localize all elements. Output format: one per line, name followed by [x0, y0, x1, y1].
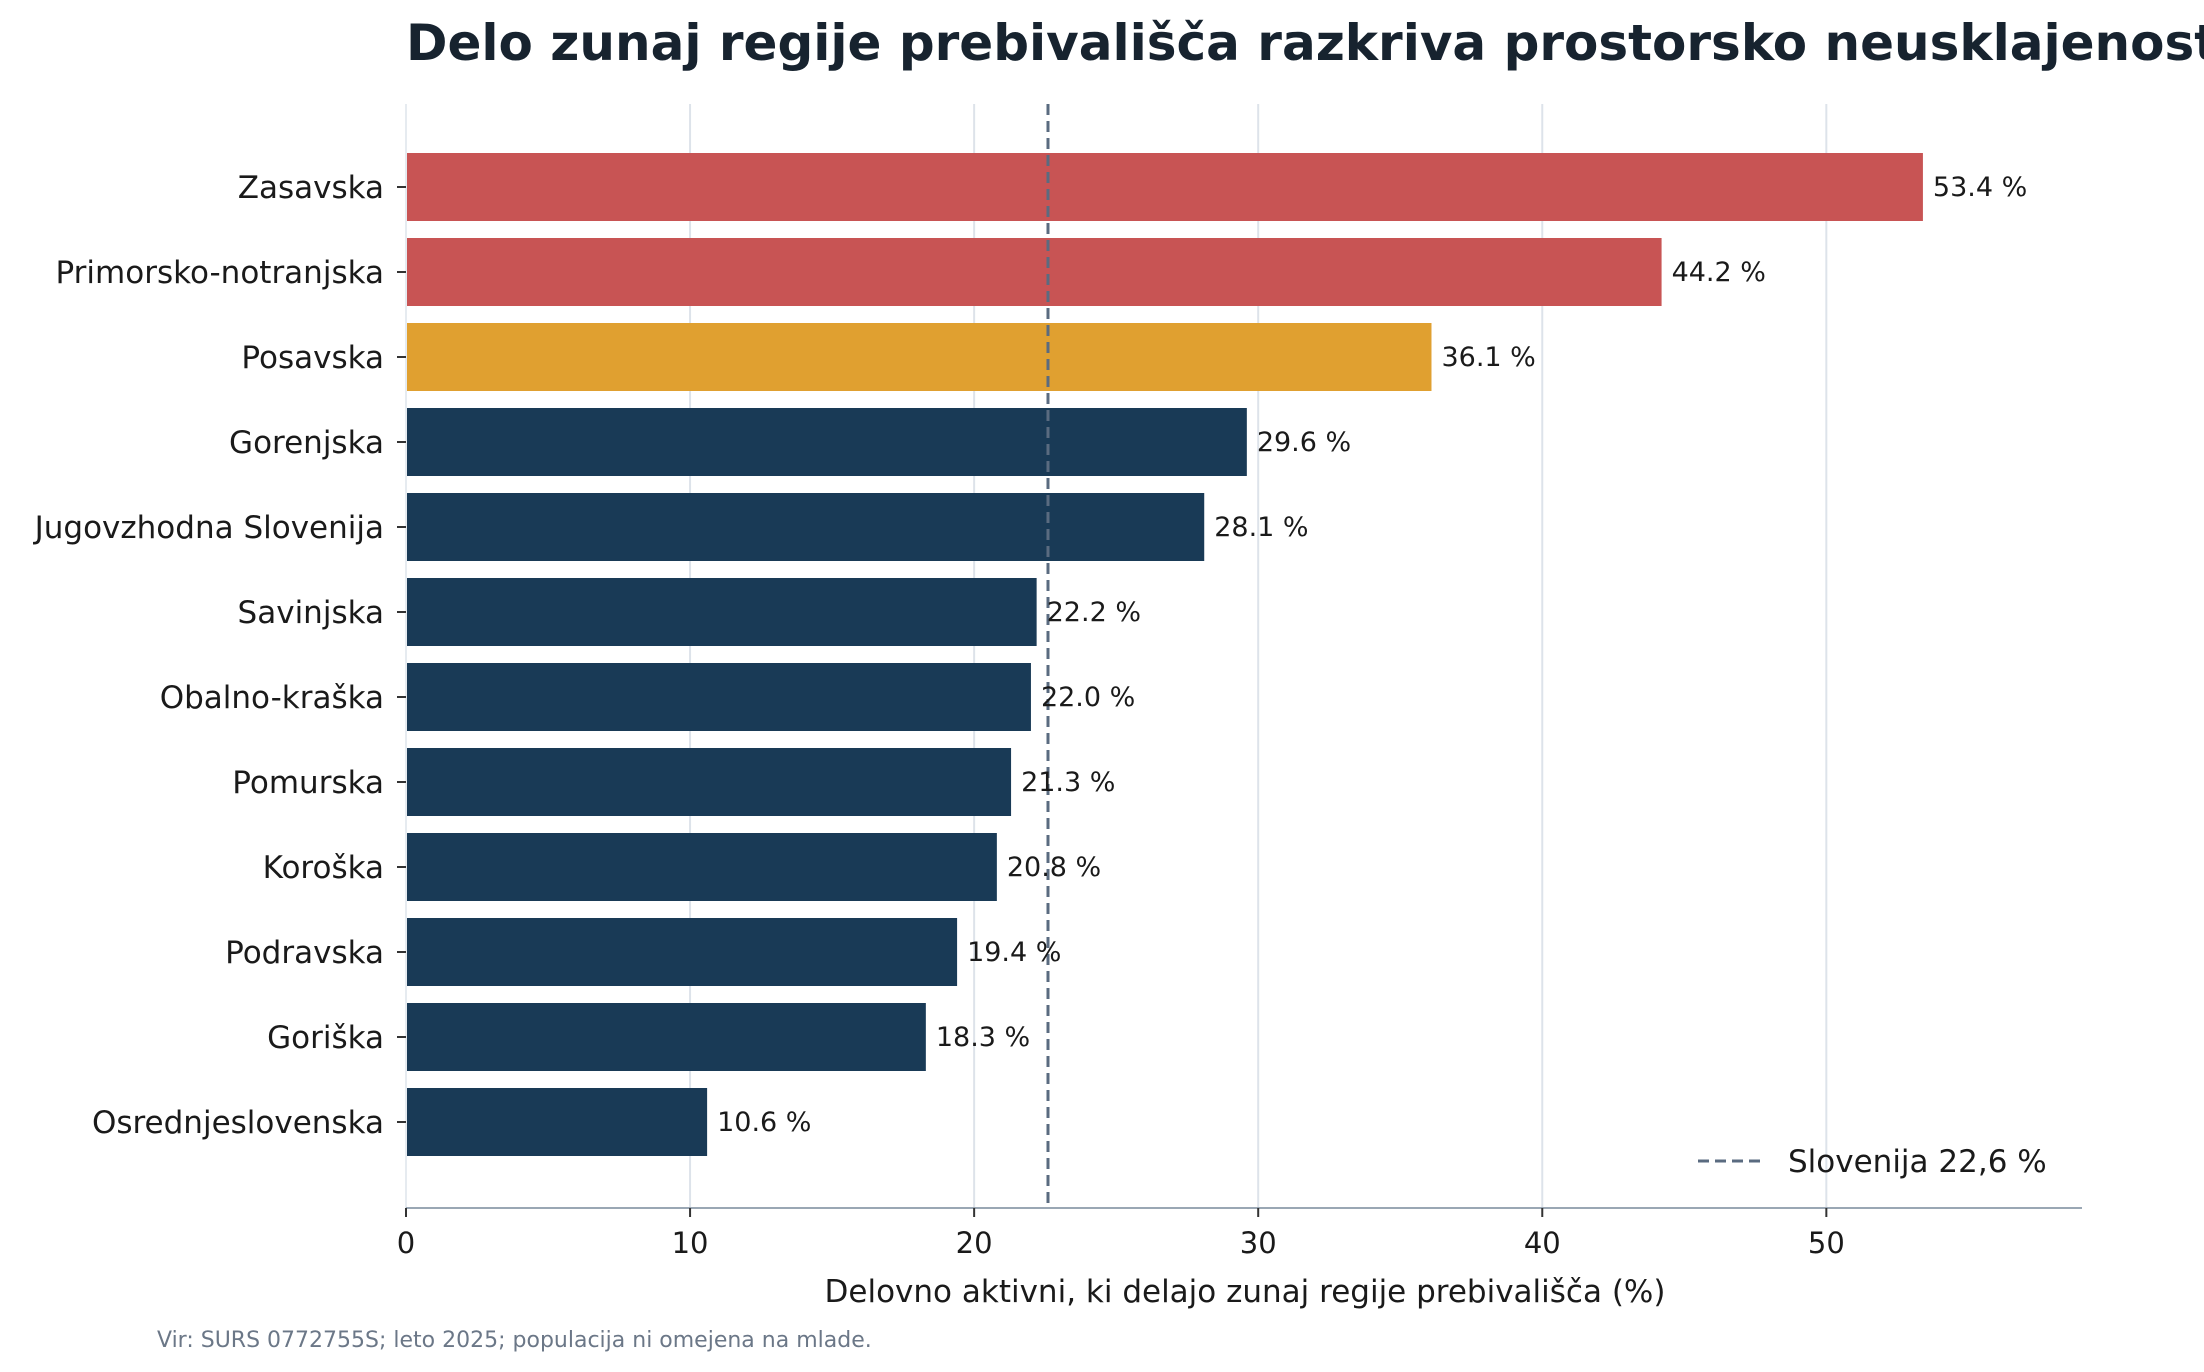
- category-label: Primorsko-notranjska: [56, 255, 384, 291]
- category-label: Zasavska: [238, 170, 384, 206]
- bar-pomurska: [406, 748, 1012, 816]
- category-label: Osrednjeslovenska: [92, 1105, 384, 1141]
- category-label: Obalno-kraška: [160, 680, 384, 716]
- x-tick-label: 40: [1524, 1226, 1561, 1260]
- bar-obalno-kra-ka: [406, 663, 1031, 731]
- category-label: Koroška: [263, 850, 384, 886]
- value-label: 29.6 %: [1257, 427, 1351, 458]
- source-note: Vir: SURS 0772755S; leto 2025; populacij…: [157, 1328, 872, 1353]
- value-label: 44.2 %: [1672, 257, 1766, 288]
- value-label: 36.1 %: [1441, 342, 1535, 373]
- category-label: Jugovzhodna Slovenija: [33, 510, 384, 546]
- bar-podravska: [406, 918, 958, 986]
- bar-koro-ka: [406, 833, 997, 901]
- x-tick-label: 30: [1240, 1226, 1277, 1260]
- category-label: Gorenjska: [229, 425, 384, 461]
- value-label: 28.1 %: [1214, 512, 1308, 543]
- legend-label: Slovenija 22,6 %: [1788, 1144, 2047, 1180]
- value-label: 18.3 %: [936, 1022, 1030, 1053]
- bars: [406, 153, 1923, 1156]
- value-label: 22.2 %: [1047, 597, 1141, 628]
- category-label: Posavska: [241, 340, 384, 376]
- bar-savinjska: [406, 578, 1037, 646]
- x-axis-label: Delovno aktivni, ki delajo zunaj regije …: [825, 1274, 1666, 1310]
- bar-zasavska: [406, 153, 1923, 221]
- value-labels: 53.4 % 44.2 % 36.1 % 29.6 % 28.1 % 22.2 % 22.0…: [717, 172, 2027, 1138]
- x-tick-label: 20: [956, 1226, 993, 1260]
- category-label: Podravska: [225, 935, 384, 971]
- legend: Slovenija 22,6 %: [1698, 1144, 2047, 1180]
- bar-posavska: [406, 323, 1432, 391]
- x-tick-label: 50: [1808, 1226, 1845, 1260]
- value-label: 20.8 %: [1007, 852, 1101, 883]
- bar-gori-ka: [406, 1003, 926, 1071]
- bar-gorenjska: [406, 408, 1247, 476]
- bar-primorsko-notranjska: [406, 238, 1662, 306]
- chart-title: Delo zunaj regije prebivališča razkriva …: [406, 14, 2204, 72]
- bar-jugovzhodna-slovenija: [406, 493, 1205, 561]
- bar-osrednjeslovenska: [406, 1088, 708, 1156]
- value-label: 53.4 %: [1933, 172, 2027, 203]
- value-label: 19.4 %: [967, 937, 1061, 968]
- category-label: Pomurska: [232, 765, 384, 801]
- value-label: 21.3 %: [1021, 767, 1115, 798]
- value-label: 10.6 %: [717, 1107, 811, 1138]
- x-tick-label: 0: [397, 1226, 415, 1260]
- y-axis: Zasavska Primorsko-notranjska Posavska Gore…: [33, 104, 407, 1208]
- x-tick-label: 10: [672, 1226, 709, 1260]
- category-label: Goriška: [267, 1020, 384, 1056]
- value-label: 22.0 %: [1041, 682, 1135, 713]
- x-axis: 0 10 20 30 40 50: [397, 1207, 2082, 1260]
- category-label: Savinjska: [238, 595, 384, 631]
